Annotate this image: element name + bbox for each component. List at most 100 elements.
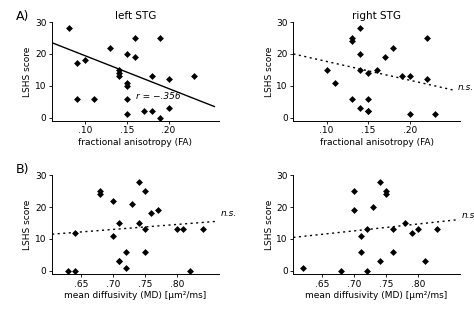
Text: n.s.: n.s. xyxy=(220,209,237,218)
Point xyxy=(132,36,139,41)
Point xyxy=(165,77,173,82)
Point xyxy=(135,179,142,184)
Point xyxy=(421,259,428,264)
X-axis label: fractional anisotropy (FA): fractional anisotropy (FA) xyxy=(319,138,434,147)
Point xyxy=(365,96,372,101)
Point xyxy=(406,112,414,117)
Text: A): A) xyxy=(16,10,29,23)
Point xyxy=(350,208,358,213)
Point xyxy=(357,249,365,254)
Title: right STG: right STG xyxy=(352,11,401,21)
Point xyxy=(147,211,155,216)
Point xyxy=(135,220,142,226)
Point xyxy=(431,112,438,117)
Point xyxy=(373,67,380,72)
Point xyxy=(180,227,187,232)
Point xyxy=(414,227,422,232)
Point xyxy=(128,201,136,206)
Point xyxy=(115,67,122,72)
Point xyxy=(123,80,131,85)
Point xyxy=(156,115,164,120)
Point xyxy=(73,96,81,101)
Y-axis label: LSHS score: LSHS score xyxy=(23,46,32,97)
Y-axis label: LSHS score: LSHS score xyxy=(264,46,273,97)
Point xyxy=(348,96,356,101)
Point xyxy=(363,227,371,232)
Point xyxy=(383,192,390,197)
Point xyxy=(141,227,149,232)
Point xyxy=(71,268,78,273)
Point xyxy=(406,74,414,79)
Point xyxy=(350,189,358,194)
Y-axis label: LSHS score: LSHS score xyxy=(264,199,273,250)
Point xyxy=(370,204,377,209)
Point xyxy=(390,45,397,50)
Point xyxy=(323,67,330,72)
Point xyxy=(401,220,409,226)
Point xyxy=(123,51,131,56)
Point xyxy=(408,230,416,235)
Point xyxy=(299,265,307,270)
Point xyxy=(199,227,206,232)
Point xyxy=(381,54,389,60)
Point xyxy=(365,71,372,76)
Text: n.s.: n.s. xyxy=(462,210,474,220)
X-axis label: mean diffusivity (MD) [μm²/ms]: mean diffusivity (MD) [μm²/ms] xyxy=(305,291,448,301)
Point xyxy=(186,268,193,273)
Point xyxy=(140,109,147,114)
Point xyxy=(109,233,117,238)
Point xyxy=(357,233,365,238)
Point xyxy=(154,208,162,213)
Point xyxy=(64,268,72,273)
Point xyxy=(337,268,345,273)
Point xyxy=(141,249,149,254)
X-axis label: mean diffusivity (MD) [μm²/ms]: mean diffusivity (MD) [μm²/ms] xyxy=(64,291,207,301)
Point xyxy=(148,109,156,114)
Point xyxy=(365,109,372,114)
Point xyxy=(331,80,339,85)
Point xyxy=(348,39,356,44)
Point xyxy=(141,189,149,194)
Point xyxy=(363,268,371,273)
Point xyxy=(123,96,131,101)
Point xyxy=(356,51,364,56)
Point xyxy=(376,259,383,264)
Point xyxy=(156,36,164,41)
Point xyxy=(434,227,441,232)
X-axis label: fractional anisotropy (FA): fractional anisotropy (FA) xyxy=(78,138,192,147)
Point xyxy=(365,109,372,114)
Point xyxy=(90,96,98,101)
Point xyxy=(115,71,122,76)
Point xyxy=(122,249,129,254)
Title: left STG: left STG xyxy=(115,11,156,21)
Point xyxy=(109,198,117,203)
Point xyxy=(116,259,123,264)
Point xyxy=(73,61,81,66)
Text: B): B) xyxy=(16,163,29,176)
Point xyxy=(383,189,390,194)
Point xyxy=(190,74,197,79)
Point xyxy=(356,106,364,111)
Point xyxy=(71,230,78,235)
Point xyxy=(423,36,430,41)
Point xyxy=(116,259,123,264)
Point xyxy=(96,189,104,194)
Point xyxy=(132,54,139,60)
Point xyxy=(348,36,356,41)
Point xyxy=(122,265,129,270)
Point xyxy=(96,192,104,197)
Point xyxy=(123,112,131,117)
Y-axis label: LSHS score: LSHS score xyxy=(23,199,32,250)
Point xyxy=(398,74,405,79)
Text: r = −.356: r = −.356 xyxy=(137,93,181,101)
Point xyxy=(389,227,396,232)
Point xyxy=(165,106,173,111)
Point xyxy=(107,45,114,50)
Point xyxy=(116,220,123,226)
Point xyxy=(82,58,89,63)
Point xyxy=(123,83,131,88)
Point xyxy=(356,26,364,31)
Point xyxy=(356,67,364,72)
Point xyxy=(65,26,73,31)
Text: n.s.: n.s. xyxy=(458,83,474,92)
